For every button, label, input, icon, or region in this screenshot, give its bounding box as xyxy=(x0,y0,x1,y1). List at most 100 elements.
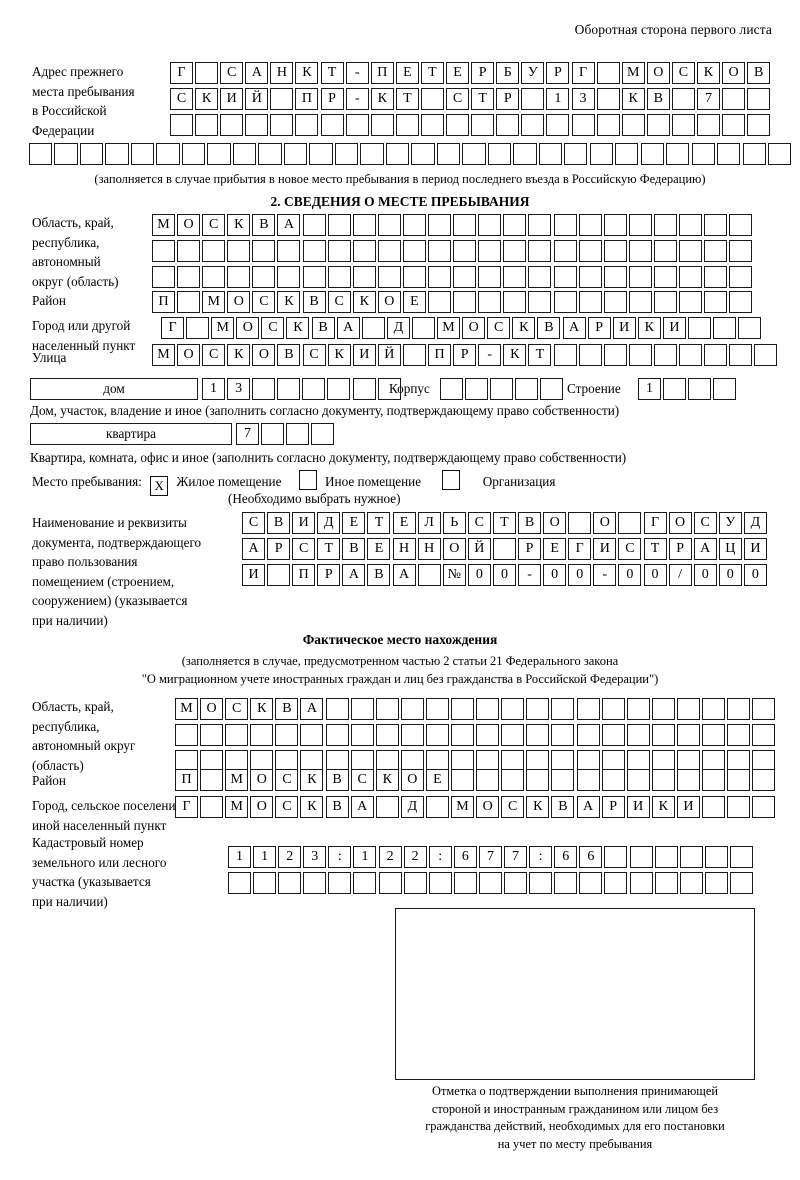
house-number-cell-8[interactable] xyxy=(377,378,401,400)
cadastral-row-2[interactable] xyxy=(228,872,753,894)
section2-region-cell-3[interactable] xyxy=(202,266,226,288)
stroenie-cell-4[interactable] xyxy=(713,378,737,400)
section2-street-cell-6[interactable]: В xyxy=(277,344,301,366)
document-cell-13[interactable]: Е xyxy=(543,538,567,560)
actual-region-cell-8[interactable] xyxy=(350,724,374,746)
document-cell-21[interactable]: И xyxy=(743,538,767,560)
actual-city-cell-6[interactable]: К xyxy=(300,796,324,818)
section2-region-cell-21[interactable] xyxy=(653,240,677,262)
section2-street-cell-10[interactable]: Й xyxy=(377,344,401,366)
document-cell-7[interactable]: А xyxy=(392,564,416,586)
document-cell-18[interactable]: Р xyxy=(668,538,692,560)
document-cell-19[interactable]: А xyxy=(693,538,717,560)
stamp-box[interactable] xyxy=(395,908,755,1080)
actual-region-cell-21[interactable] xyxy=(676,698,700,720)
cadastral-cell-15[interactable] xyxy=(579,872,603,894)
section2-region-cell-20[interactable] xyxy=(628,214,652,236)
prev-address-full-cell-11[interactable] xyxy=(283,143,308,165)
prev-address-full-cell-1[interactable] xyxy=(29,143,53,165)
cadastral-cell-11[interactable]: 7 xyxy=(478,846,502,868)
prev-address-cell-17[interactable]: 3 xyxy=(571,88,595,110)
house-number-cell-4[interactable] xyxy=(277,378,301,400)
document-cell-12[interactable]: - xyxy=(518,564,542,586)
document-cell-8[interactable]: Л xyxy=(417,512,441,534)
prev-address-cell-2[interactable]: К xyxy=(195,88,219,110)
section2-street-cell-18[interactable] xyxy=(578,344,602,366)
document-cell-2[interactable]: Р xyxy=(267,538,291,560)
section2-city-cell-5[interactable]: С xyxy=(261,317,285,339)
actual-region-cell-12[interactable] xyxy=(451,698,475,720)
section2-street-cell-3[interactable]: С xyxy=(202,344,226,366)
section2-region-cell-10[interactable] xyxy=(377,266,401,288)
section2-region-cell-12[interactable] xyxy=(428,240,452,262)
section2-region-cell-18[interactable] xyxy=(578,214,602,236)
document-cell-19[interactable]: С xyxy=(693,512,717,534)
actual-city-cell-21[interactable]: И xyxy=(676,796,700,818)
actual-region-cell-21[interactable] xyxy=(676,724,700,746)
section2-region-cell-10[interactable] xyxy=(377,240,401,262)
prev-address-full-cell-15[interactable] xyxy=(385,143,410,165)
prev-address-full-cell-27[interactable] xyxy=(691,143,715,165)
house-number-cell-2[interactable]: 3 xyxy=(227,378,251,400)
section2-district-cell-12[interactable] xyxy=(428,291,452,313)
document-cell-14[interactable] xyxy=(568,512,592,534)
section2-region-cell-23[interactable] xyxy=(704,240,728,262)
actual-region-cell-17[interactable] xyxy=(576,724,600,746)
section2-district-cell-8[interactable]: С xyxy=(327,291,351,313)
section2-city-cell-21[interactable]: И xyxy=(662,317,686,339)
section2-street-cell-13[interactable]: Р xyxy=(453,344,477,366)
actual-region-cell-16[interactable] xyxy=(551,698,575,720)
cadastral-cell-21[interactable] xyxy=(729,846,753,868)
actual-region-cell-11[interactable] xyxy=(425,724,449,746)
section2-city-cell-10[interactable]: Д xyxy=(386,317,410,339)
prev-address-full-cell-22[interactable] xyxy=(564,143,588,165)
prev-address-cell-3[interactable]: И xyxy=(220,88,244,110)
cadastral-cell-8[interactable]: 2 xyxy=(403,846,427,868)
cadastral-cell-10[interactable]: 6 xyxy=(453,846,477,868)
actual-district-cell-5[interactable]: С xyxy=(275,769,299,791)
actual-city-cell-13[interactable]: О xyxy=(476,796,500,818)
document-cell-11[interactable]: 0 xyxy=(492,564,516,586)
cadastral-cell-7[interactable]: 2 xyxy=(378,846,402,868)
cadastral-cell-11[interactable] xyxy=(478,872,502,894)
prev-address-cell-7[interactable]: Р xyxy=(320,88,344,110)
actual-district-cell-6[interactable]: К xyxy=(300,769,324,791)
section2-region-cell-5[interactable]: В xyxy=(252,214,276,236)
section2-city-cell-9[interactable] xyxy=(361,317,385,339)
cadastral-cell-19[interactable] xyxy=(679,846,703,868)
actual-city-cell-2[interactable] xyxy=(200,796,224,818)
section2-district-cell-19[interactable] xyxy=(603,291,627,313)
section2-city-cell-6[interactable]: К xyxy=(286,317,310,339)
actual-region-cell-5[interactable] xyxy=(275,724,299,746)
section2-region-cell-15[interactable] xyxy=(503,240,527,262)
document-cell-17[interactable]: 0 xyxy=(643,564,667,586)
actual-region-cell-4[interactable] xyxy=(250,724,274,746)
section2-region-cell-5[interactable] xyxy=(252,240,276,262)
prev-address-cell-1[interactable] xyxy=(170,114,193,136)
document-cell-11[interactable] xyxy=(492,538,516,560)
section2-region-cell-13[interactable] xyxy=(453,240,477,262)
section2-region-row-2[interactable] xyxy=(152,240,753,262)
prev-address-cell-10[interactable] xyxy=(395,114,419,136)
actual-district-cell-8[interactable]: С xyxy=(350,769,374,791)
section2-city-cell-16[interactable]: В xyxy=(537,317,561,339)
actual-region-cell-18[interactable] xyxy=(601,698,625,720)
prev-address-cell-18[interactable] xyxy=(596,114,620,136)
cadastral-cell-10[interactable] xyxy=(453,872,477,894)
section2-district-cell-3[interactable]: М xyxy=(202,291,226,313)
section2-region-cell-17[interactable] xyxy=(553,266,577,288)
korpus-cell-1[interactable] xyxy=(440,378,463,400)
flat-number-cell-2[interactable] xyxy=(261,423,285,445)
prev-address-cell-1[interactable]: С xyxy=(170,88,193,110)
section2-region-cell-12[interactable] xyxy=(428,266,452,288)
prev-address-cell-9[interactable] xyxy=(370,114,394,136)
section2-city-cell-11[interactable] xyxy=(411,317,435,339)
flat-number-cells[interactable]: 7 xyxy=(236,423,335,445)
document-cell-14[interactable]: Г xyxy=(568,538,592,560)
section2-region-cell-13[interactable] xyxy=(453,214,477,236)
document-cell-5[interactable]: А xyxy=(342,564,366,586)
